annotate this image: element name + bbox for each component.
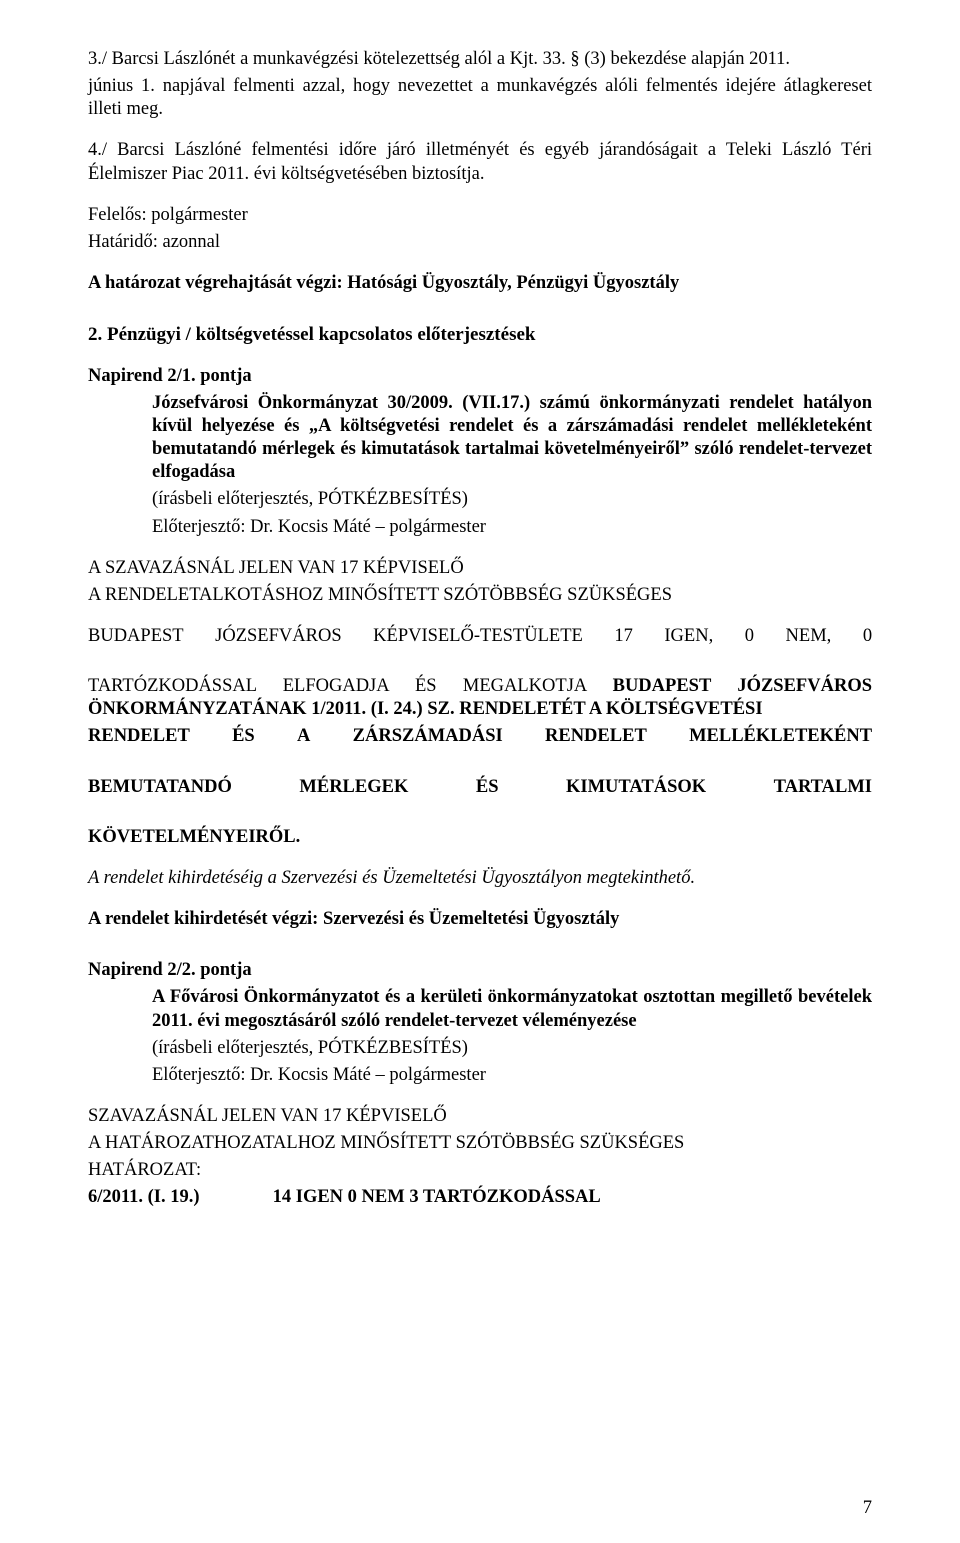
w: ZÁRSZÁMADÁSI bbox=[353, 725, 503, 748]
agenda-desc: A Fővárosi Önkormányzatot és a kerületi … bbox=[88, 986, 872, 1032]
agenda-presenter: Előterjesztő: Dr. Kocsis Máté – polgárme… bbox=[88, 516, 872, 539]
agenda-title: Napirend 2/1. pontja bbox=[88, 365, 872, 388]
vote-info-1: A SZAVAZÁSNÁL JELEN VAN 17 KÉPVISELŐ A R… bbox=[88, 557, 872, 607]
resolution-1: BUDAPEST JÓZSEFVÁROS KÉPVISELŐ-TESTÜLETE… bbox=[88, 625, 872, 849]
w: RENDELET bbox=[88, 725, 190, 748]
text-line-bold: A rendelet kihirdetését végzi: Szervezés… bbox=[88, 908, 872, 931]
text-line: SZAVAZÁSNÁL JELEN VAN 17 KÉPVISELŐ bbox=[88, 1105, 872, 1128]
vote-info-2: SZAVAZÁSNÁL JELEN VAN 17 KÉPVISELŐ A HAT… bbox=[88, 1105, 872, 1210]
w: ÉS bbox=[232, 725, 255, 748]
text-line: BEMUTATANDÓ MÉRLEGEK ÉS KIMUTATÁSOK TART… bbox=[88, 776, 872, 822]
vote-id: 6/2011. (I. 19.) bbox=[88, 1186, 268, 1209]
text-line: HATÁROZAT: bbox=[88, 1159, 872, 1182]
w: KÉPVISELŐ-TESTÜLETE bbox=[373, 625, 583, 648]
agenda-presenter: Előterjesztő: Dr. Kocsis Máté – polgárme… bbox=[88, 1064, 872, 1087]
paragraph-3: Felelős: polgármester Határidő: azonnal bbox=[88, 204, 872, 254]
section-heading: 2. Pénzügyi / költségvetéssel kapcsolato… bbox=[88, 323, 872, 347]
w: TARTALMI bbox=[774, 776, 872, 799]
w: BEMUTATANDÓ bbox=[88, 776, 232, 799]
text-line: 3./ Barcsi Lászlónét a munkavégzési köte… bbox=[88, 48, 872, 71]
w: KIMUTATÁSOK bbox=[566, 776, 706, 799]
agenda-title: Napirend 2/2. pontja bbox=[88, 959, 872, 982]
heading-text: 2. Pénzügyi / költségvetéssel kapcsolato… bbox=[88, 323, 872, 347]
text-line-italic: A rendelet kihirdetéséig a Szervezési és… bbox=[88, 867, 872, 890]
w: BUDAPEST bbox=[88, 625, 184, 648]
text-line: RENDELET ÉS A ZÁRSZÁMADÁSI RENDELET MELL… bbox=[88, 725, 872, 771]
w: A bbox=[297, 725, 310, 748]
text-line: A RENDELETALKOTÁSHOZ MINŐSÍTETT SZÓTÖBBS… bbox=[88, 584, 872, 607]
italic-note: A rendelet kihirdetéséig a Szervezési és… bbox=[88, 867, 872, 890]
w: 0 bbox=[863, 625, 872, 648]
bold-note: A rendelet kihirdetését végzi: Szervezés… bbox=[88, 908, 872, 931]
page-number: 7 bbox=[863, 1498, 872, 1519]
text-line: A SZAVAZÁSNÁL JELEN VAN 17 KÉPVISELŐ bbox=[88, 557, 872, 580]
agenda-note: (írásbeli előterjesztés, PÓTKÉZBESÍTÉS) bbox=[88, 1037, 872, 1060]
vote-result: 6/2011. (I. 19.) 14 IGEN 0 NEM 3 TARTÓZK… bbox=[88, 1186, 872, 1209]
agenda-note: (írásbeli előterjesztés, PÓTKÉZBESÍTÉS) bbox=[88, 488, 872, 511]
w: IGEN, bbox=[664, 625, 713, 648]
document-page: 3./ Barcsi Lászlónét a munkavégzési köte… bbox=[0, 0, 960, 1543]
w: TARTÓZKODÁSSAL ELFOGADJA ÉS MEGALKOTJA bbox=[88, 676, 613, 696]
w: MÉRLEGEK bbox=[299, 776, 408, 799]
text-line-bold: A határozat végrehajtását végzi: Hatóság… bbox=[88, 272, 872, 295]
text-line: BUDAPEST JÓZSEFVÁROS KÉPVISELŐ-TESTÜLETE… bbox=[88, 625, 872, 671]
paragraph-1: 3./ Barcsi Lászlónét a munkavégzési köte… bbox=[88, 48, 872, 121]
agenda-item-1: Napirend 2/1. pontja Józsefvárosi Önkorm… bbox=[88, 365, 872, 539]
agenda-item-2: Napirend 2/2. pontja A Fővárosi Önkormán… bbox=[88, 959, 872, 1087]
w: 17 bbox=[614, 625, 633, 648]
text-line: TARTÓZKODÁSSAL ELFOGADJA ÉS MEGALKOTJA B… bbox=[88, 675, 872, 721]
w: ÉS bbox=[476, 776, 499, 799]
agenda-desc: Józsefvárosi Önkormányzat 30/2009. (VII.… bbox=[88, 392, 872, 485]
w: MELLÉKLETEKÉNT bbox=[689, 725, 872, 748]
text-line: Határidő: azonnal bbox=[88, 231, 872, 254]
text-line: 4./ Barcsi Lászlóné felmentési időre jár… bbox=[88, 139, 872, 185]
w: 0 bbox=[745, 625, 754, 648]
text-line: Felelős: polgármester bbox=[88, 204, 872, 227]
w: RENDELET bbox=[545, 725, 647, 748]
text-line: június 1. napjával felmenti azzal, hogy … bbox=[88, 75, 872, 121]
paragraph-4: A határozat végrehajtását végzi: Hatóság… bbox=[88, 272, 872, 295]
w: NEM, bbox=[786, 625, 832, 648]
vote-counts: 14 IGEN 0 NEM 3 TARTÓZKODÁSSAL bbox=[273, 1187, 601, 1207]
w: JÓZSEFVÁROS bbox=[215, 625, 341, 648]
text-line: A HATÁROZATHOZATALHOZ MINŐSÍTETT SZÓTÖBB… bbox=[88, 1132, 872, 1155]
paragraph-2: 4./ Barcsi Lászlóné felmentési időre jár… bbox=[88, 139, 872, 185]
text-line: KÖVETELMÉNYEIRŐL. bbox=[88, 826, 872, 849]
